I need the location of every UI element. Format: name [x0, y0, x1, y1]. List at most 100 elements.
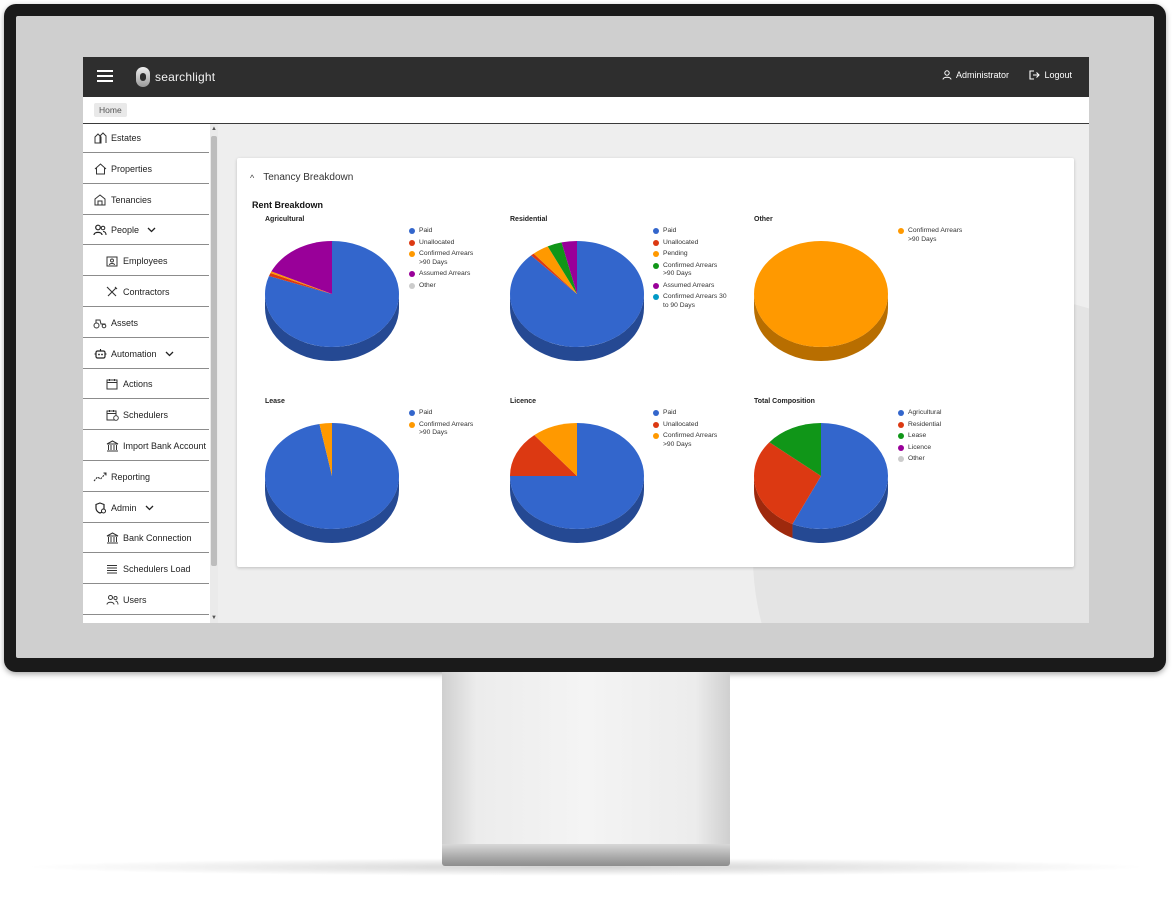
legend-item[interactable]: Licence [898, 444, 941, 453]
hamburger-menu-icon[interactable] [97, 70, 113, 84]
pie-slice-lease[interactable] [769, 423, 821, 476]
sidebar-item-actions[interactable]: Actions [83, 370, 209, 400]
pie-slice-residential[interactable] [754, 442, 821, 524]
legend-item[interactable]: Agricultural [898, 409, 941, 418]
pie-slice-assumed-arrears[interactable] [561, 241, 577, 294]
pie-side-agricultural [792, 476, 888, 543]
sidebar-item-schedulers-load[interactable]: Schedulers Load [83, 555, 209, 585]
legend-label: Assumed Arrears [663, 281, 715, 289]
legend-dot-icon [898, 433, 904, 439]
legend-label: Unallocated [663, 238, 699, 246]
legend-item[interactable]: Confirmed Arrears >90 Days [898, 227, 974, 244]
pie-slice-unallocated[interactable] [510, 435, 577, 476]
breadcrumb-home[interactable]: Home [94, 103, 127, 117]
legend-item[interactable]: Lease [898, 432, 941, 441]
sidebar-item-estates[interactable]: Estates [83, 124, 209, 153]
legend-dot-icon [898, 456, 904, 462]
pie-slice-confirmed-arrears-90-days[interactable] [319, 423, 332, 476]
legend-item[interactable]: Confirmed Arrears >90 Days [409, 250, 485, 267]
sidebar-item-label: Tenancies [111, 194, 152, 205]
legend-item[interactable]: Pending [653, 250, 729, 259]
pie-slice-unallocated[interactable] [268, 272, 332, 294]
card-header-toggle[interactable]: ^ Tenancy Breakdown [250, 172, 353, 183]
sidebar-item-assets[interactable]: Assets [83, 309, 209, 338]
sidebar-item-people[interactable]: People [83, 216, 209, 246]
sidebar-item-label: Bank Connection [123, 533, 192, 544]
pie-slice-pending[interactable] [533, 246, 577, 294]
pie-chart-residential[interactable] [509, 240, 645, 362]
pie-chart-lease[interactable] [264, 422, 400, 544]
sidebar-item-bank-connection[interactable]: Bank Connection [83, 524, 209, 554]
sidebar-item-label: Users [123, 595, 147, 605]
pie-slice-confirmed-arrears-90-days[interactable] [547, 242, 577, 294]
chevron-down-icon[interactable] [147, 227, 156, 233]
user-menu[interactable]: Administrator [942, 70, 1009, 80]
legend-item[interactable]: Unallocated [653, 239, 729, 248]
legend-label: Confirmed Arrears >90 Days [663, 261, 718, 278]
sidebar-item-label: Admin [111, 502, 137, 513]
sidebar-item-import-bank-account[interactable]: Import Bank Account [83, 432, 209, 461]
sidebar-scrollbar[interactable]: ▲ ▼ [210, 124, 218, 623]
sidebar-item-users[interactable]: Users [83, 586, 209, 615]
pie-slice-confirmed-arrears-90-days[interactable] [534, 423, 577, 476]
legend-item[interactable]: Paid [409, 227, 485, 236]
pie-slice-agricultural[interactable] [792, 423, 888, 529]
tenancy-icon [93, 193, 107, 207]
scroll-thumb[interactable] [211, 136, 217, 566]
legend-item[interactable]: Unallocated [653, 421, 729, 430]
legend-item[interactable]: Assumed Arrears [409, 270, 485, 279]
chevron-down-icon[interactable] [165, 351, 174, 357]
legend-item[interactable]: Confirmed Arrears >90 Days [653, 262, 729, 279]
scroll-down-icon[interactable]: ▼ [211, 615, 217, 621]
pie-slice-confirmed-arrears-90-days[interactable] [270, 271, 332, 294]
logout-button[interactable]: Logout [1029, 70, 1072, 80]
monitor-stand-base [442, 844, 730, 866]
legend-dot-icon [898, 444, 904, 451]
legend-item[interactable]: Residential [898, 421, 941, 430]
sidebar-item-admin[interactable]: Admin [83, 494, 209, 523]
sidebar: Estates Properties Tenancies People Employee… [83, 124, 210, 623]
legend-item[interactable]: Other [898, 455, 941, 464]
sidebar-item-label: Contractors [123, 287, 170, 297]
legend-dot-icon [653, 410, 659, 416]
legend-label: Lease [908, 432, 927, 439]
pie-slice-assumed-arrears[interactable] [271, 241, 332, 294]
legend-item[interactable]: Assumed Arrears [653, 282, 729, 291]
sidebar-item-employees[interactable]: Employees [83, 247, 209, 277]
sidebar-item-label: Assets [111, 317, 139, 328]
scroll-up-icon[interactable]: ▲ [211, 126, 217, 132]
calendar-clock-icon [105, 408, 119, 422]
legend-dot-icon [898, 410, 904, 416]
pie-chart-total-composition[interactable] [753, 422, 889, 544]
logo[interactable]: searchlight [136, 65, 215, 89]
legend-residential: Paid Unallocated Pending Confirmed Arrears … [653, 227, 729, 313]
sidebar-item-automation[interactable]: Automation [83, 340, 209, 369]
tools-icon [105, 285, 119, 299]
sidebar-item-reporting[interactable]: Reporting [83, 463, 209, 492]
robot-icon [93, 347, 107, 361]
sidebar-item-schedulers[interactable]: Schedulers [83, 401, 209, 431]
sidebar-item-contractors[interactable]: Contractors [83, 278, 209, 307]
pie-slice-confirmed-arrears-90-days[interactable] [754, 241, 888, 347]
pie-chart-licence[interactable] [509, 422, 645, 544]
chevron-down-icon[interactable] [145, 505, 154, 511]
legend-dot-icon [653, 282, 659, 289]
sidebar-item-label: Import Bank Account [123, 441, 207, 451]
sidebar-item-label: Estates [111, 133, 142, 143]
sidebar-item-properties[interactable]: Properties [83, 155, 209, 184]
legend-item[interactable]: Confirmed Arrears >90 Days [653, 432, 729, 449]
pie-chart-agricultural[interactable] [264, 240, 400, 362]
legend-dot-icon [409, 421, 415, 428]
legend-item[interactable]: Confirmed Arrears >90 Days [409, 421, 485, 438]
pie-chart-other[interactable] [753, 240, 889, 362]
legend-item[interactable]: Confirmed Arrears 30 to 90 Days [653, 293, 729, 310]
legend-item[interactable]: Other [409, 282, 485, 291]
sidebar-item-tenancies[interactable]: Tenancies [83, 186, 209, 215]
chart-title-licence: Licence [510, 398, 537, 405]
legend-item[interactable]: Paid [409, 409, 485, 418]
legend-item[interactable]: Paid [653, 409, 729, 418]
legend-dot-icon [653, 294, 659, 300]
legend-item[interactable]: Paid [653, 227, 729, 236]
legend-item[interactable]: Unallocated [409, 239, 485, 248]
pie-slice-unallocated[interactable] [531, 253, 577, 294]
